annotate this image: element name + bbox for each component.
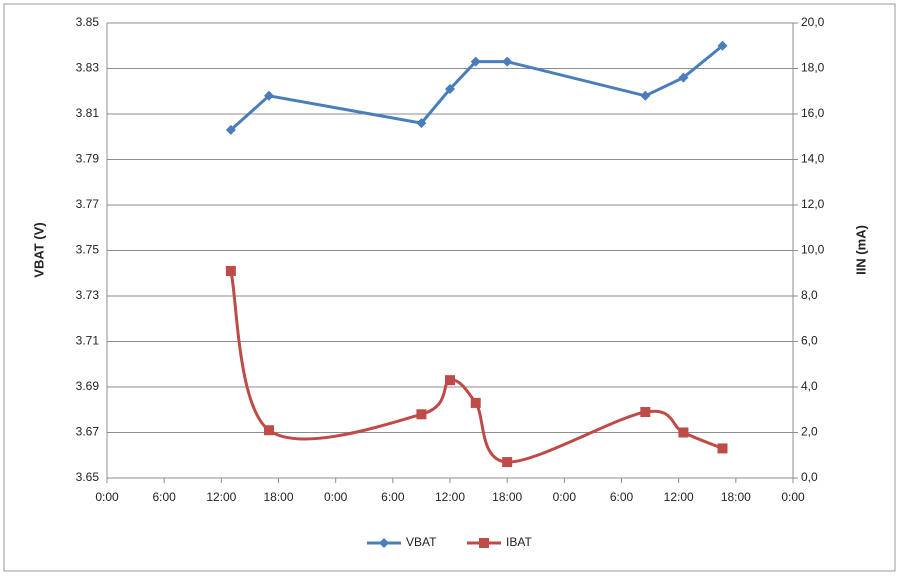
marker	[640, 90, 651, 101]
y-tick-label: 3.75	[76, 243, 100, 257]
marker	[225, 265, 236, 276]
marker	[502, 56, 513, 67]
y2-tick-label: 8,0	[801, 288, 818, 302]
y2-tick-label: 6,0	[801, 334, 818, 348]
legend-label: IBAT	[506, 535, 532, 549]
y-tick-label: 3.79	[76, 152, 100, 166]
marker	[263, 90, 274, 101]
x-tick-label: 6:00	[610, 490, 634, 504]
marker	[678, 427, 689, 438]
y2-tick-label: 20,0	[801, 15, 825, 29]
legend-marker	[379, 538, 389, 548]
y2-tick-label: 12,0	[801, 197, 825, 211]
x-tick-label: 6:00	[152, 490, 176, 504]
x-tick-label: 12:00	[664, 490, 694, 504]
marker	[470, 397, 481, 408]
y2-tick-label: 16,0	[801, 106, 825, 120]
y-tick-label: 3.71	[76, 334, 100, 348]
y2-axis-title: IIN (mA)	[853, 225, 868, 275]
y2-tick-label: 2,0	[801, 425, 818, 439]
marker	[416, 409, 427, 420]
y-tick-label: 3.65	[76, 470, 100, 484]
marker	[678, 72, 689, 83]
x-tick-label: 0:00	[553, 490, 577, 504]
marker	[445, 83, 455, 94]
y2-tick-label: 0,0	[801, 470, 818, 484]
y2-tick-label: 18,0	[801, 61, 825, 75]
marker	[225, 124, 236, 135]
y2-tick-label: 4,0	[801, 379, 818, 393]
x-tick-label: 18:00	[492, 490, 522, 504]
x-tick-label: 0:00	[95, 490, 119, 504]
x-tick-label: 18:00	[721, 490, 751, 504]
y-tick-label: 3.69	[76, 379, 100, 393]
y-tick-label: 3.67	[76, 425, 100, 439]
y-tick-label: 3.73	[76, 288, 100, 302]
x-tick-label: 0:00	[781, 490, 805, 504]
y-axis-title: VBAT (V)	[31, 222, 46, 277]
y-tick-label: 3.83	[76, 61, 100, 75]
y-tick-label: 3.77	[76, 197, 100, 211]
marker	[717, 443, 728, 454]
x-tick-label: 0:00	[324, 490, 348, 504]
x-tick-label: 6:00	[381, 490, 405, 504]
y2-tick-label: 10,0	[801, 243, 825, 257]
x-tick-label: 12:00	[206, 490, 236, 504]
marker	[416, 118, 427, 129]
legend-label: VBAT	[406, 535, 437, 549]
marker	[263, 425, 274, 436]
marker	[640, 407, 651, 418]
x-tick-label: 12:00	[435, 490, 465, 504]
legend-marker	[479, 538, 489, 548]
marker	[470, 56, 481, 67]
chart-frame	[3, 3, 896, 572]
y-tick-label: 3.81	[76, 106, 100, 120]
marker	[502, 457, 513, 468]
y2-tick-label: 14,0	[801, 152, 825, 166]
marker	[445, 375, 455, 386]
marker	[717, 40, 728, 51]
y-tick-label: 3.85	[76, 15, 100, 29]
x-tick-label: 18:00	[263, 490, 293, 504]
